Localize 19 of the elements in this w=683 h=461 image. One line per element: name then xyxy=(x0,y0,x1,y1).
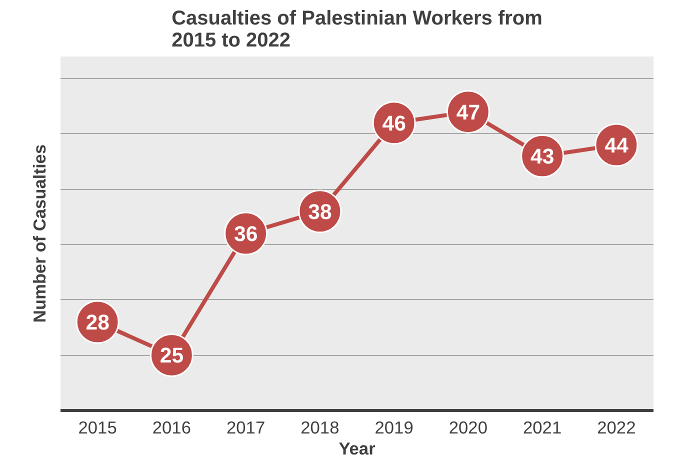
x-tick-label: 2015 xyxy=(78,418,117,438)
data-label: 46 xyxy=(382,111,406,136)
x-tick-label: 2018 xyxy=(300,418,340,438)
x-tick-label: 2022 xyxy=(597,418,636,438)
data-label: 28 xyxy=(86,310,110,334)
x-tick-label: 2016 xyxy=(152,418,191,438)
x-tick-label: 2021 xyxy=(523,418,562,438)
data-label: 25 xyxy=(160,344,184,368)
data-label: 44 xyxy=(604,134,628,158)
data-label: 38 xyxy=(308,200,332,224)
data-label: 36 xyxy=(234,222,258,246)
data-label: 43 xyxy=(530,144,554,169)
y-axis-title: Number of Casualties xyxy=(30,144,50,323)
x-axis-title: Year xyxy=(338,438,376,458)
x-tick-label: 2019 xyxy=(374,418,414,438)
chart-title: Casualties of Palestinian Workers from 2015 to 2022 xyxy=(172,8,542,52)
data-label: 47 xyxy=(456,100,480,124)
x-tick-label: 2017 xyxy=(226,418,266,438)
x-tick-label: 2020 xyxy=(448,418,488,438)
